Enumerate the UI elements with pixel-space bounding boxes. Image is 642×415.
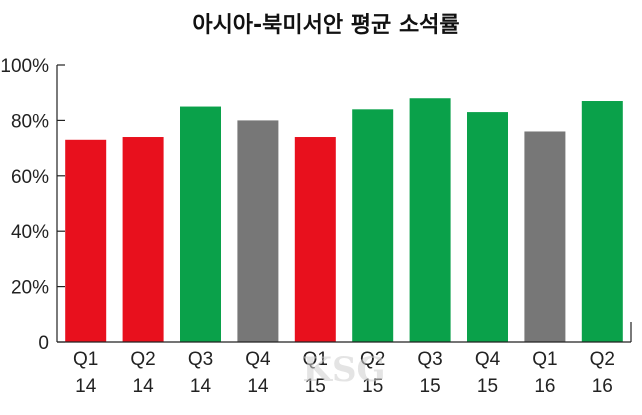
x-tick-label: Q1 — [303, 349, 328, 370]
x-tick-label: Q2 — [360, 349, 385, 370]
x-tick-label: Q1 — [532, 349, 557, 370]
bar — [294, 137, 336, 342]
bars — [65, 98, 623, 343]
x-tick-label: 16 — [592, 376, 613, 397]
bar — [180, 106, 221, 342]
x-tick-label: 14 — [247, 376, 269, 397]
x-tick-label: 15 — [420, 376, 441, 397]
bar — [352, 109, 394, 342]
y-tick-label: 60% — [11, 167, 49, 188]
x-tick-label: Q4 — [475, 349, 501, 370]
x-tick-label: 16 — [534, 376, 555, 397]
x-tick-label: 15 — [477, 376, 498, 397]
x-tick-label: 14 — [133, 376, 155, 397]
bar — [409, 98, 451, 343]
bar — [524, 131, 566, 342]
x-tick-label: Q3 — [188, 349, 213, 370]
x-tick-label: Q2 — [130, 349, 155, 370]
x-tick-label: 14 — [190, 376, 212, 397]
y-tick-label: 80% — [11, 111, 49, 132]
x-tick-label: Q3 — [417, 349, 442, 370]
y-axis-ticks: 0 20% 40% 60% 80% 100% — [0, 56, 65, 354]
chart-title: 아시아-북미서안 평균 소석률 — [192, 13, 459, 38]
x-tick-label: Q1 — [73, 349, 98, 370]
x-tick-label: Q2 — [590, 349, 615, 370]
y-tick-label: 40% — [11, 222, 49, 243]
x-tick-label: 15 — [362, 376, 383, 397]
bar — [581, 101, 623, 342]
y-tick-label: 100% — [0, 56, 49, 77]
x-tick-label: Q4 — [245, 349, 271, 370]
x-tick-label: 15 — [305, 376, 326, 397]
x-tick-label: 14 — [75, 376, 97, 397]
bar — [65, 139, 107, 342]
bar — [467, 112, 508, 342]
y-tick-label: 20% — [11, 278, 49, 299]
x-axis-labels: Q1 14 Q2 14 Q3 14 Q4 14 Q1 15 Q2 15 Q3 15 Q4 15 Q1 16 Q2 16 — [73, 349, 615, 397]
bar — [122, 137, 164, 342]
watermark-logo: KSG — [302, 350, 385, 390]
bar — [237, 120, 279, 343]
y-tick-label: 0 — [38, 333, 49, 354]
